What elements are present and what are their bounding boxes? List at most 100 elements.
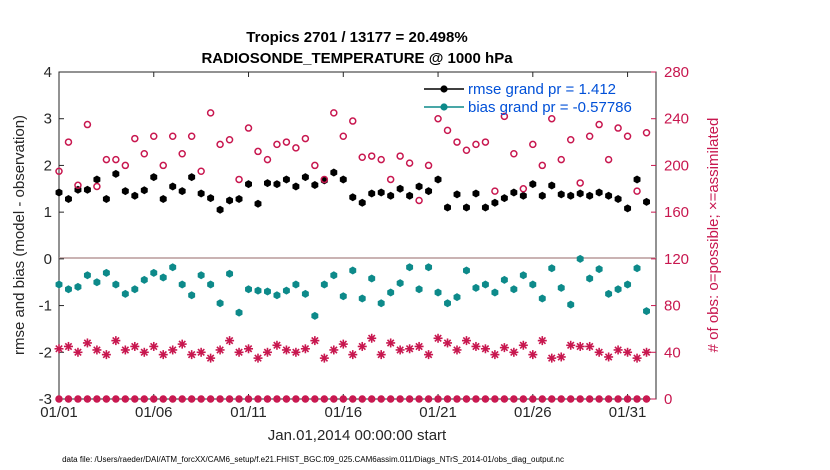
assimilated-obs-point xyxy=(452,345,462,355)
bias-point xyxy=(83,271,91,280)
rmse-point xyxy=(245,180,252,189)
assimilated-obs-point xyxy=(424,350,434,360)
rmse-point xyxy=(349,193,357,202)
assimilated-obs-point-stroke xyxy=(405,345,414,353)
y-right-tick-label: 240 xyxy=(664,111,689,128)
assimilated-obs-point xyxy=(73,347,83,357)
assimilated-obs-point xyxy=(376,350,386,360)
possible-obs-point xyxy=(93,182,101,191)
zero-obs-point-stroke xyxy=(397,395,404,403)
rmse-point xyxy=(453,190,461,199)
rmse-point xyxy=(254,199,262,208)
plot-area xyxy=(58,71,657,400)
assimilated-obs-point-stroke xyxy=(396,346,404,354)
assimilated-obs-point-stroke xyxy=(434,334,442,343)
assimilated-obs-point xyxy=(348,350,358,360)
y-left-tick-label: 2 xyxy=(44,157,52,174)
bias-point xyxy=(548,264,556,273)
assimilated-obs-point xyxy=(338,339,348,349)
zero-obs-point-stroke xyxy=(539,395,546,403)
data-markers xyxy=(54,109,652,403)
bias-point xyxy=(65,285,72,294)
zero-obs-point xyxy=(159,395,167,403)
zero-obs-point xyxy=(406,395,414,403)
zero-obs-point-stroke xyxy=(321,395,328,403)
assimilated-obs-point xyxy=(82,338,92,348)
zero-obs-point xyxy=(576,395,584,403)
rmse-point xyxy=(557,190,565,199)
assimilated-obs-point xyxy=(149,341,159,351)
zero-obs-point-stroke xyxy=(84,395,91,403)
zero-obs-point-stroke xyxy=(643,395,650,403)
assimilated-obs-point-stroke xyxy=(64,342,73,351)
zero-obs-point xyxy=(207,395,215,403)
assimilated-obs-point xyxy=(367,333,377,343)
rmse-point xyxy=(65,195,72,204)
zero-obs-point xyxy=(462,395,470,403)
assimilated-obs-point xyxy=(566,340,576,350)
rmse-point xyxy=(415,182,423,191)
assimilated-obs-point xyxy=(632,353,642,363)
possible-obs-point xyxy=(633,187,641,195)
y-left-tick-label: 1 xyxy=(44,204,52,221)
bias-point xyxy=(330,271,338,280)
bias-point xyxy=(112,280,120,289)
bias-point xyxy=(444,299,451,308)
rmse-point xyxy=(207,194,215,203)
assimilated-obs-point xyxy=(405,344,415,354)
zero-obs-point xyxy=(178,395,186,403)
possible-obs-point xyxy=(330,109,338,117)
zero-obs-point xyxy=(301,395,309,403)
assimilated-obs-point-stroke xyxy=(131,342,139,351)
chart-title-line1: Tropics 2701 / 13177 = 20.498% xyxy=(246,29,467,46)
bias-point xyxy=(491,288,499,297)
zero-obs-point-stroke xyxy=(141,395,148,403)
bias-point xyxy=(633,264,641,273)
legend-bias-marker xyxy=(440,103,448,111)
zero-obs-point xyxy=(140,395,148,403)
possible-obs-point xyxy=(263,155,272,164)
zero-obs-point xyxy=(510,395,518,403)
zero-obs-point-stroke xyxy=(387,395,394,403)
zero-obs-point-stroke xyxy=(586,395,593,403)
rmse-point xyxy=(178,187,186,196)
zero-obs-point xyxy=(131,395,139,403)
possible-obs-point xyxy=(481,138,490,146)
zero-obs-point-stroke xyxy=(435,395,442,403)
possible-obs-point xyxy=(377,155,385,164)
assimilated-obs-point xyxy=(490,350,500,360)
possible-obs-point xyxy=(168,132,177,140)
rmse-point xyxy=(93,175,101,184)
rmse-point xyxy=(226,196,234,205)
zero-obs-point xyxy=(93,395,101,403)
assimilated-obs-point xyxy=(357,341,367,351)
assimilated-obs-point-stroke xyxy=(311,336,319,345)
bias-point xyxy=(368,274,376,283)
x-tick-label: 01/16 xyxy=(325,404,363,421)
bias-point xyxy=(463,266,470,275)
assimilated-obs-point xyxy=(177,339,187,349)
rmse-point xyxy=(159,195,167,204)
zero-obs-point xyxy=(444,395,452,403)
zero-obs-point-stroke xyxy=(444,395,451,403)
zero-obs-point xyxy=(491,395,499,403)
zero-obs-point xyxy=(320,395,328,403)
bias-point xyxy=(472,283,480,292)
zero-obs-point-stroke xyxy=(453,395,461,403)
possible-obs-point xyxy=(453,138,461,146)
possible-obs-point xyxy=(386,175,395,184)
zero-obs-point xyxy=(434,395,442,403)
assimilated-obs-point xyxy=(319,353,329,363)
rmse-point xyxy=(491,198,499,207)
zero-obs-point xyxy=(368,395,376,403)
bias-point xyxy=(74,282,82,291)
rmse-point xyxy=(292,182,300,191)
y-right-tick-label: 200 xyxy=(664,157,689,174)
zero-obs-point xyxy=(112,395,120,403)
assimilated-obs-point-stroke xyxy=(500,343,509,352)
zero-obs-point-stroke xyxy=(349,395,356,403)
zero-obs-point-stroke xyxy=(425,395,432,403)
zero-obs-point-stroke xyxy=(103,395,110,403)
bias-point xyxy=(339,292,347,301)
zero-obs-point-stroke xyxy=(340,395,347,403)
